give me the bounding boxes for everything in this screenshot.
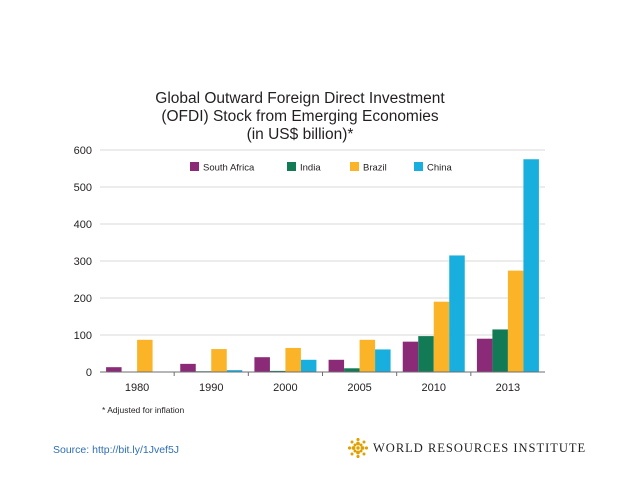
legend-label: India xyxy=(300,163,321,174)
chart-title: Global Outward Foreign Direct Investment… xyxy=(130,90,470,144)
logo-dot xyxy=(353,449,357,453)
y-tick-label: 0 xyxy=(86,367,92,379)
legend-swatch xyxy=(287,162,296,171)
bar xyxy=(180,363,196,372)
bar xyxy=(300,359,317,372)
chart-bars xyxy=(106,159,539,372)
y-tick-label: 300 xyxy=(74,256,92,268)
chart-title-line-3: (in US$ billion)* xyxy=(246,126,354,143)
bar xyxy=(402,341,419,372)
bar xyxy=(507,270,524,372)
logo-dot xyxy=(362,440,366,444)
logo-dot xyxy=(362,452,366,456)
bar xyxy=(269,370,286,372)
bar xyxy=(226,370,243,372)
bar xyxy=(359,339,376,372)
logo-dot xyxy=(356,438,360,442)
logo-dot xyxy=(351,446,356,450)
y-tick-label: 400 xyxy=(74,219,92,231)
logo-dot xyxy=(353,443,357,447)
y-axis-tick-labels: 0 100 200 300 400 500 600 xyxy=(74,145,92,379)
wri-logo-icon xyxy=(348,438,368,458)
bar xyxy=(344,368,360,372)
brand-name: WORLD RESOURCES INSTITUTE xyxy=(373,440,587,455)
chart-title-line-1: Global Outward Foreign Direct Investment xyxy=(155,90,445,107)
x-tick-label: 1980 xyxy=(125,382,149,394)
source-link[interactable]: Source: http://bit.ly/1Jvef5J xyxy=(53,444,180,456)
logo-dot xyxy=(348,446,352,450)
logo-dot xyxy=(350,452,354,456)
legend-swatch xyxy=(414,162,423,171)
chart-gridlines xyxy=(100,149,545,336)
x-tick-label: 2000 xyxy=(273,382,297,394)
bar xyxy=(449,255,465,372)
x-axis-tick-labels: 1980 1990 2000 2005 2010 2013 xyxy=(125,372,520,394)
y-tick-label: 500 xyxy=(74,182,92,194)
logo-dot xyxy=(360,446,365,450)
logo-dot xyxy=(359,449,363,453)
bar xyxy=(106,367,122,372)
logo-dot xyxy=(356,454,360,458)
logo-dot xyxy=(356,450,360,455)
x-tick-label: 1990 xyxy=(199,382,223,394)
bar xyxy=(492,329,508,372)
legend-swatch xyxy=(190,162,199,171)
bar xyxy=(254,357,270,372)
chart-title-line-2: (OFDI) Stock from Emerging Economies xyxy=(161,108,439,125)
bar xyxy=(375,349,391,372)
bar xyxy=(211,349,227,372)
logo-dot xyxy=(356,446,360,450)
legend-label: South Africa xyxy=(203,163,255,174)
x-tick-label: 2013 xyxy=(496,382,520,394)
bar xyxy=(285,347,301,372)
footnote: * Adjusted for inflation xyxy=(102,405,185,415)
x-tick-label: 2010 xyxy=(422,382,446,394)
bar xyxy=(523,159,539,372)
logo-dot xyxy=(359,443,363,447)
bar xyxy=(476,338,493,372)
legend-swatch xyxy=(350,162,359,171)
bar xyxy=(433,301,450,372)
logo-dot xyxy=(350,440,354,444)
y-tick-label: 100 xyxy=(74,330,92,342)
x-tick-label: 2005 xyxy=(347,382,371,394)
legend-label: China xyxy=(427,163,453,174)
chart-legend: South Africa India Brazil China xyxy=(190,162,453,174)
bar xyxy=(418,336,434,372)
bar xyxy=(328,359,345,372)
bar xyxy=(137,339,153,372)
legend-label: Brazil xyxy=(363,163,387,174)
logo-dot xyxy=(364,446,368,450)
y-tick-label: 600 xyxy=(74,145,92,157)
wri-brand: WORLD RESOURCES INSTITUTE xyxy=(348,438,586,458)
y-tick-label: 200 xyxy=(74,293,92,305)
logo-dot xyxy=(356,441,360,446)
